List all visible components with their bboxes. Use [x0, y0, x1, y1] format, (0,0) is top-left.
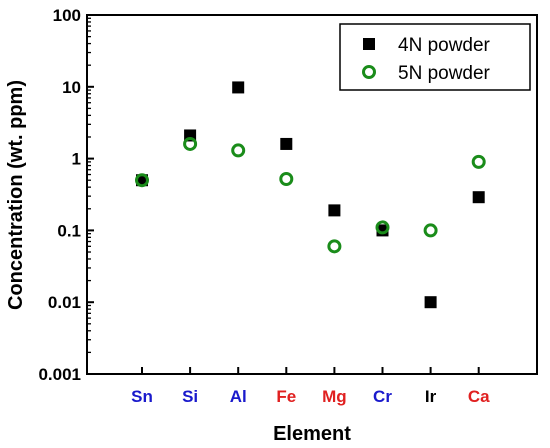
point-4n-ir — [424, 296, 437, 309]
point-4n-fe — [280, 137, 293, 150]
data-markers — [135, 81, 486, 309]
x-tick-label-ca: Ca — [468, 387, 490, 406]
y-tick-label: 1 — [72, 150, 81, 169]
point-4n-mg — [328, 204, 341, 217]
point-4n-al — [232, 81, 245, 94]
y-tick-label: 100 — [53, 6, 81, 25]
legend-marker-4n — [363, 38, 375, 50]
legend-label-4n: 4N powder — [398, 35, 491, 56]
x-tick-label-al: Al — [230, 387, 247, 406]
x-tick-label-fe: Fe — [276, 387, 296, 406]
x-axis-title: Element — [273, 423, 351, 445]
point-5n-fe — [279, 171, 294, 186]
y-axis-title: Concentration (wt. ppm) — [5, 80, 27, 310]
y-tick-label: 0.01 — [48, 293, 81, 312]
x-tick-label-mg: Mg — [322, 387, 347, 406]
x-tick-label-cr: Cr — [373, 387, 392, 406]
x-tick-label-sn: Sn — [131, 387, 153, 406]
y-tick-label: 0.001 — [38, 365, 81, 384]
legend: 4N powder 5N powder — [339, 23, 531, 91]
x-tick-label-ir: Ir — [425, 387, 437, 406]
point-5n-ir — [423, 223, 438, 238]
y-axis-ticks: 0.001 0.01 0.1 1 10 100 — [38, 6, 94, 384]
legend-marker-5n — [362, 65, 376, 79]
legend-box — [339, 23, 531, 91]
x-tick-label-si: Si — [182, 387, 198, 406]
x-axis-ticks: Sn Si Al Fe Mg Cr Ir Ca — [131, 367, 490, 406]
point-5n-ca — [471, 154, 486, 169]
point-5n-sn — [135, 173, 149, 188]
point-5n-si — [183, 136, 198, 151]
point-5n-cr — [375, 220, 390, 235]
point-5n-al — [231, 143, 246, 158]
point-4n-ca — [472, 191, 485, 204]
plot-frame — [86, 14, 538, 375]
point-5n-mg — [327, 239, 342, 254]
y-tick-label: 10 — [62, 78, 81, 97]
y-tick-label: 0.1 — [57, 221, 81, 240]
legend-label-5n: 5N powder — [398, 63, 491, 84]
